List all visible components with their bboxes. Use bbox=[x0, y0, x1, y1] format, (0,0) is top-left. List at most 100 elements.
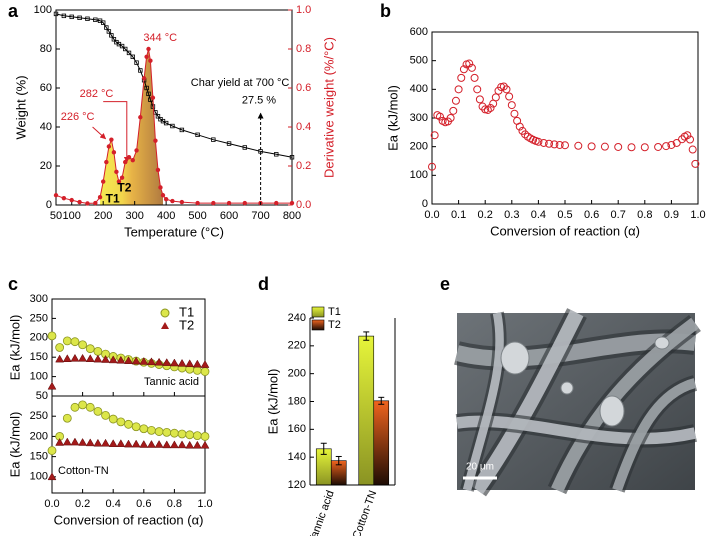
point bbox=[289, 200, 295, 206]
y-tick-label: 150 bbox=[30, 351, 48, 363]
point bbox=[62, 437, 72, 446]
point bbox=[170, 123, 175, 129]
point bbox=[446, 114, 455, 122]
y-tick-label: 200 bbox=[410, 141, 428, 153]
y-tick-label: 40 bbox=[40, 121, 52, 133]
point bbox=[465, 59, 474, 68]
point bbox=[510, 109, 519, 118]
legend-swatch bbox=[311, 306, 325, 318]
x-tick-label: Cotton-TN bbox=[351, 489, 380, 536]
x-tick-label: 0.0 bbox=[424, 209, 439, 221]
point bbox=[61, 195, 67, 201]
point bbox=[574, 141, 583, 150]
micrograph: 20 μm bbox=[454, 308, 701, 497]
y-tick-label: 300 bbox=[30, 293, 48, 305]
point bbox=[130, 54, 135, 59]
particle bbox=[500, 341, 530, 375]
plot-frame bbox=[55, 9, 293, 206]
point bbox=[177, 429, 187, 439]
x-tick-label: 600 bbox=[220, 210, 238, 222]
point bbox=[116, 179, 122, 184]
point bbox=[274, 200, 279, 206]
point bbox=[457, 73, 466, 82]
point bbox=[200, 440, 210, 449]
x-tick-label: 0.0 bbox=[44, 498, 59, 510]
point bbox=[192, 431, 202, 441]
x-tick-label: Tannic acid bbox=[307, 489, 337, 536]
x-tick-label: 50 bbox=[50, 210, 62, 222]
y-tick-label: 0 bbox=[46, 199, 52, 211]
point bbox=[70, 337, 80, 347]
point bbox=[124, 439, 133, 448]
point bbox=[93, 354, 103, 363]
point bbox=[672, 138, 681, 147]
y-tick-label: 200 bbox=[30, 430, 48, 442]
point bbox=[93, 17, 98, 22]
point bbox=[163, 120, 169, 126]
annotation-arrow bbox=[92, 126, 107, 140]
bar bbox=[373, 400, 390, 486]
point bbox=[116, 439, 126, 447]
x-tick-label: 1.0 bbox=[690, 209, 705, 221]
point bbox=[162, 358, 172, 366]
point bbox=[69, 14, 74, 20]
point bbox=[93, 346, 103, 356]
point bbox=[179, 127, 185, 133]
point bbox=[435, 112, 444, 121]
subplot-label: Cotton-TN bbox=[58, 465, 109, 477]
panel-letter: b bbox=[380, 1, 391, 21]
point bbox=[467, 63, 476, 72]
annotation: T1 bbox=[106, 191, 120, 205]
point bbox=[195, 200, 200, 206]
error-bar bbox=[320, 442, 327, 455]
y-tick-label: 220 bbox=[288, 340, 306, 352]
point bbox=[627, 143, 636, 152]
point bbox=[109, 137, 114, 142]
point bbox=[162, 427, 172, 437]
x-tick-label: 100 bbox=[63, 210, 81, 222]
point bbox=[185, 440, 195, 449]
point bbox=[200, 367, 210, 376]
point bbox=[77, 15, 82, 20]
point bbox=[587, 142, 596, 151]
y-tick-label: 140 bbox=[288, 451, 306, 463]
point bbox=[499, 82, 508, 91]
annotation: 27.5 % bbox=[242, 95, 276, 107]
point bbox=[53, 11, 59, 17]
subplot-label: Tannic acid bbox=[144, 376, 199, 388]
point bbox=[131, 422, 141, 432]
point bbox=[78, 340, 87, 350]
point bbox=[108, 414, 118, 424]
legend-label: T1 bbox=[328, 306, 341, 318]
point bbox=[226, 141, 232, 146]
x-tick-label: 400 bbox=[157, 210, 175, 222]
point bbox=[545, 139, 554, 148]
point bbox=[85, 402, 95, 412]
point bbox=[139, 424, 149, 434]
x-tick-label: 800 bbox=[283, 210, 301, 222]
legend-marker bbox=[160, 308, 170, 318]
point bbox=[69, 197, 74, 203]
point bbox=[155, 167, 161, 173]
point bbox=[119, 43, 125, 49]
point bbox=[185, 359, 195, 368]
y-tick-label: 80 bbox=[40, 43, 52, 55]
point bbox=[226, 200, 232, 206]
point bbox=[654, 142, 663, 151]
point bbox=[101, 355, 110, 363]
bar bbox=[358, 335, 375, 486]
point bbox=[667, 140, 676, 149]
error-bar bbox=[363, 331, 370, 341]
point bbox=[78, 400, 87, 410]
x-tick-label: 0.8 bbox=[637, 209, 652, 221]
x-tick-label: 0.4 bbox=[106, 498, 121, 510]
point bbox=[47, 446, 57, 455]
y-tick-label: 100 bbox=[410, 169, 428, 181]
x-tick-label: 0.2 bbox=[478, 209, 493, 221]
particle bbox=[599, 395, 625, 427]
error-bar bbox=[378, 396, 385, 405]
point bbox=[170, 198, 175, 204]
point bbox=[160, 193, 166, 198]
scale-bar-label: 20 μm bbox=[466, 462, 494, 473]
point bbox=[192, 365, 202, 375]
